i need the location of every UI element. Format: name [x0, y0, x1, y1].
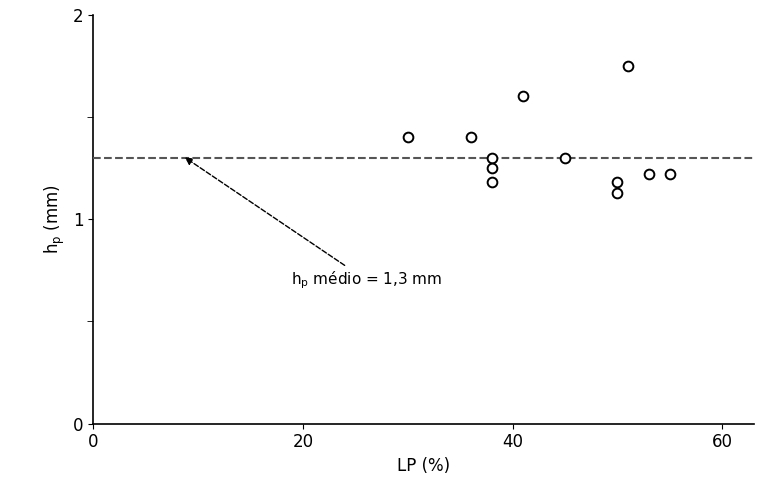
Point	[486, 178, 498, 186]
Point	[611, 178, 624, 186]
X-axis label: LP (%): LP (%)	[397, 457, 450, 475]
Point	[517, 93, 529, 100]
Point	[664, 170, 676, 178]
Point	[559, 154, 571, 162]
Point	[643, 170, 655, 178]
Point	[611, 188, 624, 196]
Point	[486, 154, 498, 162]
Point	[402, 133, 414, 141]
Text: h$_\mathregular{p}$ médio = 1,3 mm: h$_\mathregular{p}$ médio = 1,3 mm	[186, 158, 443, 291]
Point	[465, 133, 477, 141]
Point	[622, 62, 634, 70]
Y-axis label: h$_\mathregular{p}$ (mm): h$_\mathregular{p}$ (mm)	[44, 184, 68, 254]
Point	[486, 164, 498, 172]
